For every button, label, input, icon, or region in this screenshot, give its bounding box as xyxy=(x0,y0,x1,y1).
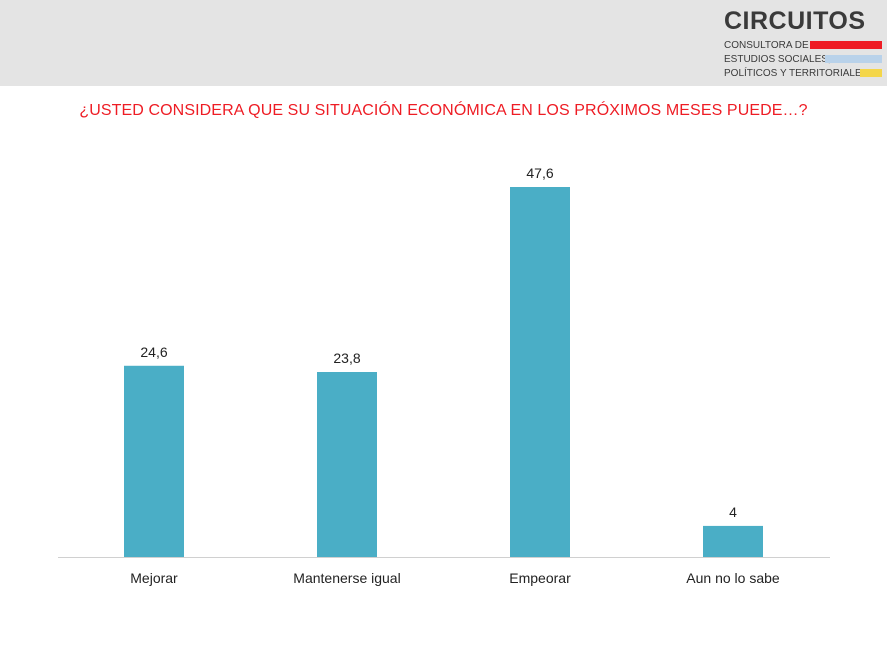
category-label: Mejorar xyxy=(130,570,178,586)
data-label: 23,8 xyxy=(333,350,360,366)
logo-line-1: CONSULTORA DE xyxy=(724,40,809,51)
data-label: 4 xyxy=(729,504,737,520)
header-band xyxy=(0,0,887,86)
category-label: Mantenerse igual xyxy=(293,570,400,586)
bar-mejorar xyxy=(124,365,184,557)
bar-empeorar xyxy=(510,187,570,557)
logo-name: CIRCUITOS xyxy=(724,7,866,35)
logo-bar-yellow xyxy=(860,69,882,77)
data-label: 24,6 xyxy=(140,344,167,360)
chart-title: ¿USTED CONSIDERA QUE SU SITUACIÓN ECONÓM… xyxy=(79,102,808,119)
category-label: Aun no lo sabe xyxy=(686,570,780,586)
logo-bar-blue xyxy=(825,55,882,63)
circuitos-logo: CIRCUITOS CONSULTORA DE ESTUDIOS SOCIALE… xyxy=(724,6,882,82)
logo-line-2: ESTUDIOS SOCIALES, xyxy=(724,54,831,65)
category-label: Empeorar xyxy=(509,570,571,586)
data-label: 47,6 xyxy=(526,165,553,181)
logo-line-3: POLÍTICOS Y TERRITORIALES xyxy=(724,68,869,79)
bar-aun-no-lo-sabe xyxy=(703,525,763,557)
logo-bar-red xyxy=(810,41,882,49)
bar-mantenerse-igual xyxy=(317,372,377,557)
